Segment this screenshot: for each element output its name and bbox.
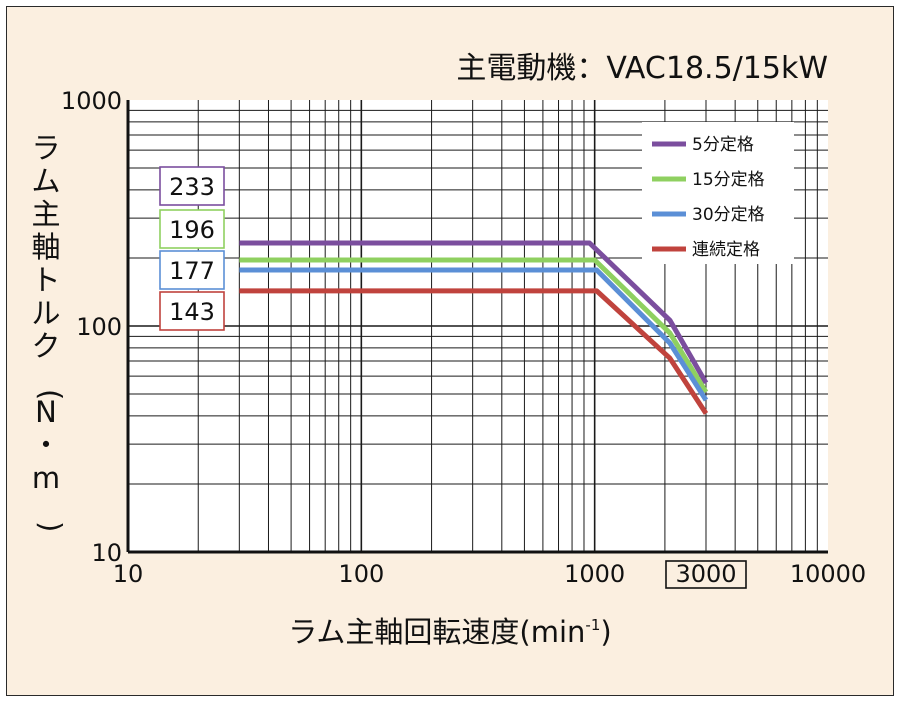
series-line [239, 257, 709, 394]
value-callout-box [159, 250, 225, 290]
x-tick-label: 3000 [675, 560, 736, 588]
x-axis-title: ラム主軸回転速度(min-1) [288, 615, 611, 649]
value-callout-label: 177 [169, 257, 215, 285]
series-line [239, 288, 709, 415]
legend-label: 連続定格 [692, 240, 760, 260]
y-axis-title: ラム主軸トルク(N ・ m) [31, 131, 67, 532]
value-callout-label: 233 [169, 173, 215, 201]
x-tick-label: 100 [338, 560, 384, 588]
value-callout-box [159, 291, 225, 331]
series-line [239, 240, 709, 385]
x-tick-label: 1000 [564, 560, 625, 588]
value-callout-label: 143 [169, 298, 215, 326]
value-callout-box [159, 166, 225, 206]
x-tick-label: 10 [113, 560, 144, 588]
legend-label: 30分定格 [692, 205, 765, 225]
series-line [239, 267, 709, 402]
value-callout-box [159, 209, 225, 249]
y-tick-label: 10 [91, 539, 122, 567]
x-tick-highlight-box [665, 560, 747, 589]
y-tick-label: 100 [76, 313, 122, 341]
value-callout-label: 196 [169, 216, 215, 244]
chart-title: 主電動機：VAC18.5/15kW [456, 51, 828, 86]
x-tick-label: 10000 [790, 560, 866, 588]
legend-label: 15分定格 [692, 170, 765, 190]
legend-label: 5分定格 [692, 135, 754, 155]
y-tick-label: 1000 [61, 87, 122, 115]
